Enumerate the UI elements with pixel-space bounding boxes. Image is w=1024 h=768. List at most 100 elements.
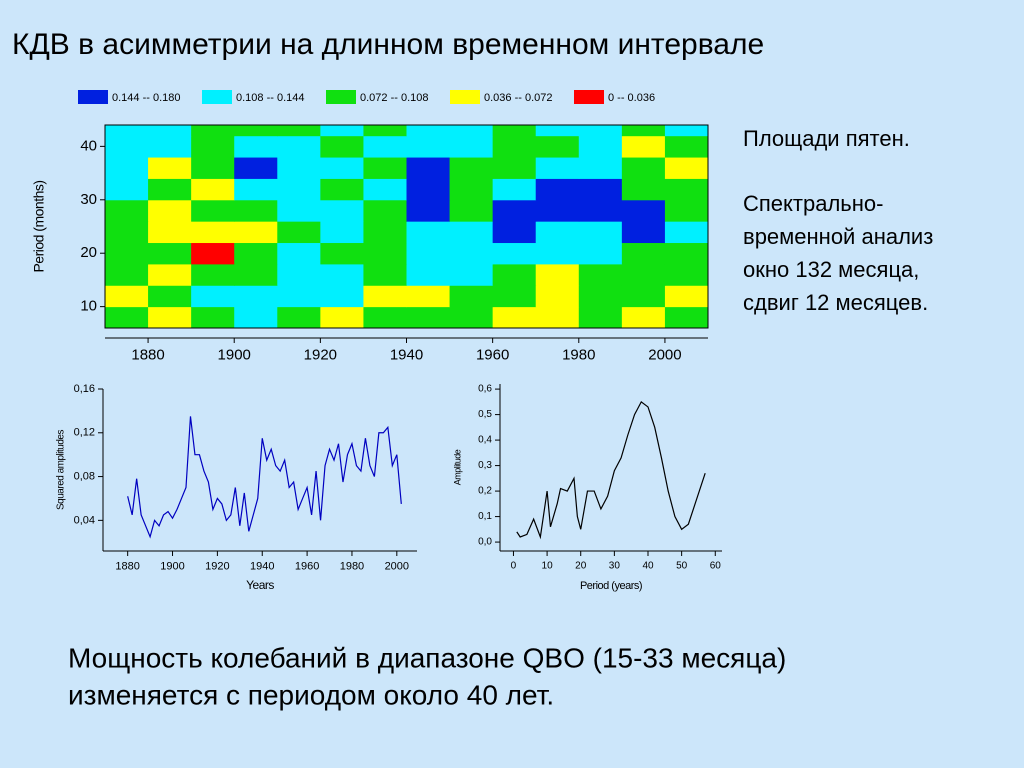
contour-cell (664, 125, 709, 137)
x-tick-label: 30 (609, 561, 621, 572)
note: сдвиг 12 месяцев. (743, 290, 928, 315)
contour-cell (492, 285, 537, 308)
contour-cell (664, 263, 709, 286)
note: временной анализ (743, 224, 933, 249)
legend-label: 0.036 -- 0.072 (484, 92, 553, 104)
contour-cell (578, 242, 623, 265)
y-tick-label: 10 (80, 298, 97, 315)
contour-cell (449, 135, 494, 158)
x-tick-label: 1980 (562, 346, 595, 363)
contour-cell (664, 157, 709, 179)
legend-swatch (326, 90, 356, 104)
contour-cell (535, 221, 580, 244)
contour-cell (449, 199, 494, 222)
contour-cell (406, 157, 451, 179)
contour-cell (406, 125, 451, 137)
x-tick-label: 1900 (160, 560, 184, 572)
contour-cell (664, 178, 709, 201)
contour-cell (191, 135, 235, 158)
contour-cell (578, 199, 623, 222)
x-tick-label: 10 (542, 561, 554, 572)
note: Площади пятен. (743, 126, 910, 151)
contour-cell (320, 135, 364, 158)
contour-cell (621, 135, 666, 158)
contour-cell (621, 263, 666, 286)
contour-cell (492, 242, 537, 265)
contour-cell (105, 221, 149, 244)
contour-cell (492, 125, 537, 137)
contour-cell (621, 199, 666, 222)
y-axis-label: Amplitude (452, 449, 462, 485)
x-tick-label: 1880 (131, 346, 164, 363)
contour-cell (148, 157, 192, 179)
contour-cell (191, 125, 235, 137)
line (516, 400, 706, 540)
y-tick-label: 20 (80, 244, 97, 261)
y-tick-label: 0,5 (478, 409, 492, 420)
contour-cell (492, 135, 537, 158)
contour-cell (406, 199, 451, 222)
contour-cell (105, 242, 149, 265)
contour-cell (664, 199, 709, 222)
contour-cell (363, 135, 407, 158)
contour-cell (320, 125, 364, 137)
contour-cell (148, 285, 192, 308)
contour-cell (492, 199, 537, 222)
x-tick-label: 20 (575, 561, 587, 572)
x-tick-label: 1920 (304, 346, 337, 363)
contour-cell (105, 178, 149, 201)
contour-cell (320, 221, 364, 244)
contour-cell (148, 135, 192, 158)
contour-cell (578, 157, 623, 179)
contour-cell (277, 306, 321, 329)
contour-cell (535, 263, 580, 286)
x-tick-label: 2000 (385, 560, 409, 572)
contour-cell (234, 242, 278, 265)
contour-cell (535, 306, 580, 329)
contour-cell (234, 221, 278, 244)
slide-title: КДВ в асимметрии на длинном временном ин… (12, 28, 764, 61)
y-axis-label: Squared amplitudes (56, 430, 67, 510)
legend-swatch (202, 90, 232, 104)
note: Спектрально- (743, 191, 883, 216)
y-tick-label: 0,16 (74, 383, 95, 395)
contour-cell (578, 221, 623, 244)
x-axis-label: Period (years) (580, 580, 642, 592)
contour-cell (277, 221, 321, 244)
contour-cell (277, 285, 321, 308)
x-tick-label: 1920 (205, 560, 229, 572)
contour-cell (578, 178, 623, 201)
x-tick-label: 40 (642, 561, 654, 572)
contour-cell (191, 242, 235, 265)
contour-cell (449, 242, 494, 265)
contour-cell (234, 306, 278, 329)
x-tick-label: 1940 (250, 560, 274, 572)
y-tick-label: 0,12 (74, 427, 95, 439)
line (127, 416, 402, 539)
contour-cell (363, 157, 407, 179)
contour-cell (234, 125, 278, 137)
legend-label: 0.108 -- 0.144 (236, 92, 305, 104)
y-tick-label: 30 (80, 191, 97, 208)
contour-cell (664, 242, 709, 265)
contour-cell (492, 306, 537, 329)
y-tick-label: 0,2 (478, 486, 492, 497)
contour-cell (277, 157, 321, 179)
contour-cell (191, 178, 235, 201)
contour-cell (578, 285, 623, 308)
y-tick-label: 0,4 (478, 435, 492, 446)
contour-cell (578, 263, 623, 286)
contour-cell (148, 242, 192, 265)
x-axis-label: Years (246, 578, 274, 592)
contour-cell (578, 125, 623, 137)
contour-cell (492, 157, 537, 179)
contour-cell (234, 178, 278, 201)
contour-cell (148, 263, 192, 286)
contour-cell (320, 157, 364, 179)
legend-swatch (450, 90, 480, 104)
y-tick-label: 0,6 (478, 384, 492, 395)
contour-cell (406, 242, 451, 265)
x-tick-label: 0 (511, 561, 517, 572)
contour-cell (191, 263, 235, 286)
